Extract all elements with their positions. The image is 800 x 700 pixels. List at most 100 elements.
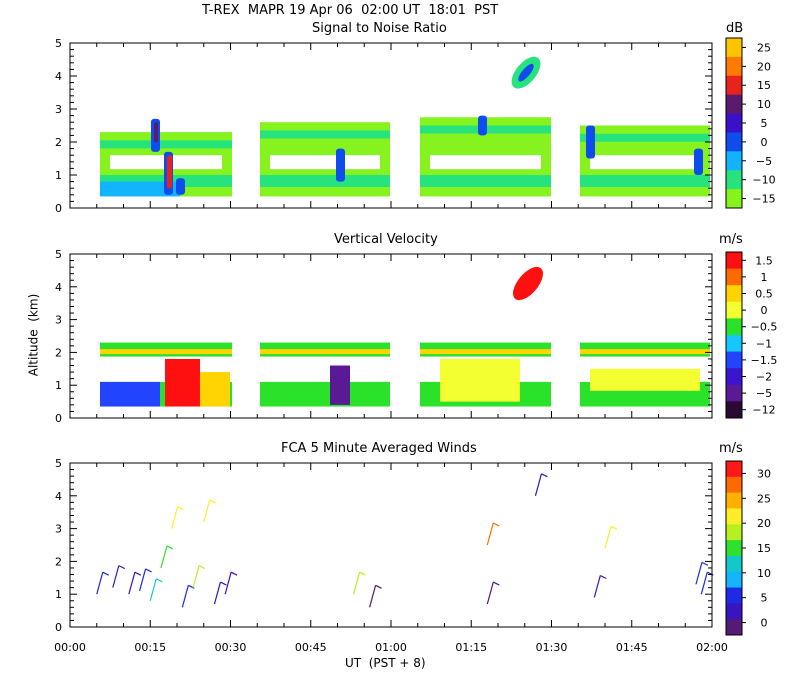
vv-down-core <box>330 365 350 405</box>
colorbar-label: −5 <box>756 155 772 168</box>
wind-barb <box>128 572 136 595</box>
colorbar-swatch <box>726 540 742 557</box>
wind-barb-flag <box>155 578 163 583</box>
snr-core <box>176 178 185 195</box>
vv-upper-layer <box>260 349 390 355</box>
y-tick-label: 1 <box>55 588 62 601</box>
colorbar-label: 0 <box>761 136 768 149</box>
colorbar-label: 1.5 <box>755 254 773 267</box>
snr-core <box>336 148 345 182</box>
colorbar-swatch <box>726 285 742 303</box>
snr-gap <box>590 155 700 170</box>
vv-lower-layer <box>260 381 390 407</box>
y-tick-label: 0 <box>55 412 62 425</box>
colorbar-swatch <box>726 368 742 386</box>
y-tick-label: 3 <box>55 523 62 536</box>
x-axis-label: UT (PST + 8) <box>345 656 426 670</box>
wind-barb <box>149 578 157 601</box>
wind-barb <box>352 572 361 595</box>
wind-barb-flag <box>177 506 184 511</box>
wind-barb <box>213 581 222 605</box>
x-tick-label: 01:15 <box>455 641 487 654</box>
snr-core <box>694 148 703 175</box>
wind-barb-flag <box>166 545 174 550</box>
colorbar-swatch <box>726 524 742 541</box>
wind-barb <box>203 499 211 523</box>
y-tick-label: 4 <box>55 490 62 503</box>
snr-band <box>580 175 710 187</box>
snr-low-region <box>100 181 180 197</box>
colorbar-swatch <box>726 94 742 115</box>
vv-elevated-core <box>513 266 543 301</box>
x-tick-label: 01:45 <box>616 641 648 654</box>
vv-upper-layer <box>580 349 710 355</box>
wind-barb-flag <box>209 499 217 504</box>
panel2-units: m/s <box>719 232 743 247</box>
wind-barb <box>486 522 494 546</box>
vv-mixed <box>590 368 700 391</box>
axes: 0 1 2 3 4 5 0 1 2 3 4 5 0 1 2 3 4 5 00:00 00:15 00:30 00:45 01… <box>54 37 728 654</box>
x-tick-label: 01:30 <box>536 641 568 654</box>
colorbar-label: 20 <box>757 60 771 73</box>
snr-band <box>100 140 232 149</box>
y-tick-label: 2 <box>55 346 62 359</box>
wind-barb-flag <box>701 561 709 566</box>
colorbar-swatch <box>726 384 742 402</box>
colorbar-swatch <box>726 56 742 77</box>
wind-barb <box>534 473 543 496</box>
colorbar-label: −1.5 <box>751 354 778 367</box>
colorbar-swatch <box>726 132 742 152</box>
colorbar-label: 15 <box>757 542 771 555</box>
snr-gap <box>270 155 380 170</box>
snr-peak <box>154 122 158 143</box>
page-title: T-REX MAPR 19 Apr 06 02:00 UT 18:01 PST <box>202 3 499 18</box>
wind-barb <box>181 585 189 608</box>
vv-upper-layer <box>420 349 551 355</box>
y-tick-label: 1 <box>55 169 62 182</box>
colorbar-label: 0 <box>761 617 768 630</box>
colorbar-label: 0 <box>761 304 768 317</box>
colorbar-label: 20 <box>757 517 771 530</box>
colorbar-swatch <box>726 492 742 509</box>
colorbar-label: 10 <box>757 98 771 111</box>
snr-band <box>260 130 390 139</box>
y-tick-label: 5 <box>55 457 62 470</box>
wind-barb <box>486 581 494 605</box>
colorbar-swatch <box>726 75 742 96</box>
wind-barb-flag <box>493 581 500 586</box>
y-tick-label: 0 <box>55 202 62 215</box>
colorbar-swatch <box>726 335 742 353</box>
colorbar-swatch <box>726 571 742 589</box>
wind-barb-flag <box>118 565 126 570</box>
colorbar-swatch <box>726 268 742 286</box>
snr-core <box>586 125 595 159</box>
wind-barb-flag <box>600 574 607 580</box>
colorbar-label: −15 <box>752 193 775 206</box>
vv-upper-layer <box>100 349 232 355</box>
colorbar-label: −5 <box>756 387 772 400</box>
wind-barb <box>695 562 703 585</box>
wind-barb-flag <box>145 568 152 573</box>
colorbar-swatch <box>726 461 742 478</box>
panel1-title: Signal to Noise Ratio <box>312 21 447 36</box>
wind-barb-flag <box>230 571 238 576</box>
wind-barb-flag <box>220 581 227 586</box>
wind-barb <box>171 506 179 529</box>
wind-barb <box>160 545 168 569</box>
colorbar-label: 5 <box>761 117 768 130</box>
snr-peak <box>167 155 172 189</box>
wind-barb <box>224 572 232 595</box>
y-tick-label: 2 <box>55 555 62 568</box>
colorbar-swatch <box>726 401 742 419</box>
colorbar-swatch <box>726 113 742 133</box>
wind-barb-flag <box>493 522 500 527</box>
wind-barb <box>604 526 612 549</box>
vv-up-region <box>165 358 200 407</box>
wind-barb <box>700 572 708 595</box>
vv-mixed <box>440 358 520 402</box>
x-tick-label: 02:00 <box>696 641 728 654</box>
colorbar-swatch <box>726 476 742 494</box>
vv-down-region <box>100 381 160 407</box>
colorbar-label: 5 <box>761 592 768 605</box>
colorbar-swatch <box>726 38 742 58</box>
